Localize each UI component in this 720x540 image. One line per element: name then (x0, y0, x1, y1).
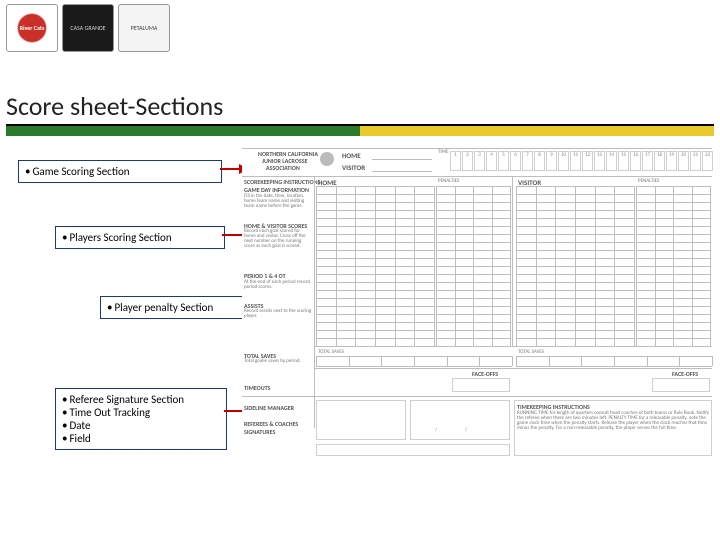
timekeep-body: RUNNING TIME for length of quarters cons… (517, 411, 711, 431)
visitor-grid: VISITOR (516, 176, 634, 346)
instr-body2: Record each goal scored for home and vis… (244, 229, 312, 249)
timeouts-title: TIMEOUTS (244, 384, 270, 392)
color-bar (6, 126, 714, 136)
period-box: 11 (570, 151, 581, 171)
visitor-penalties-label: PENALTIES (638, 178, 659, 184)
instr-title: SCOREKEEPING INSTRUCTIONS (244, 178, 320, 186)
logo-row: River Cats CASA GRANDE PETALUMA (6, 4, 170, 52)
home-penalties-label: PENALTIES (438, 178, 459, 184)
logo-casagrande: CASA GRANDE (62, 4, 114, 52)
sig-box-2: / / (410, 400, 510, 440)
section-line: •Referee Signature Section (62, 393, 220, 406)
logo-petaluma: PETALUMA (118, 4, 170, 52)
period-box: 22 (702, 151, 713, 171)
section-line: •Field (62, 432, 220, 445)
page-title: Score sheet-Sections (6, 90, 714, 124)
instr-body1: Fill in the date, time, location, home t… (244, 194, 312, 209)
visitor-faceoffs: FACE-OFFS (672, 370, 698, 378)
assoc-line3: ASSOCIATION (266, 164, 300, 172)
period-box: 4 (486, 151, 497, 171)
home-faceoffs: FACE-OFFS (472, 370, 498, 378)
section-box-referee-section: •Referee Signature Section•Time Out Trac… (55, 388, 227, 450)
period-box: 15 (618, 151, 629, 171)
home-faceoff-box (452, 378, 510, 392)
home-label: HOME (342, 151, 361, 160)
period-box: 17 (642, 151, 653, 171)
sig-box-1 (316, 400, 406, 440)
period-box: 12 (582, 151, 593, 171)
period-box: 18 (654, 151, 665, 171)
timekeeping-box: TIMEKEEPING INSTRUCTIONS RUNNING TIME fo… (514, 400, 712, 456)
instr-body4: Record assists next to the scoring playe… (244, 309, 312, 319)
period-box: 13 (594, 151, 605, 171)
title-area: Score sheet-Sections (6, 90, 714, 136)
home-grid: HOME (316, 176, 434, 346)
period-box: 5 (498, 151, 509, 171)
visitor-totals: TOTAL SAVES (516, 348, 712, 366)
period-box: 6 (510, 151, 521, 171)
period-box: 16 (630, 151, 641, 171)
visitor-label: VISITOR (342, 163, 365, 172)
sideline-title: SIDELINE MANAGER (244, 404, 294, 412)
instr-body5: Total goalie saves by period. (244, 359, 312, 364)
period-box: 1 (450, 151, 461, 171)
period-box: 19 (666, 151, 677, 171)
logo-rivercats: River Cats (6, 4, 58, 52)
visitor-penalties: PENALTIES (636, 176, 710, 346)
time-label: TIME (438, 149, 448, 155)
period-box: 20 (678, 151, 689, 171)
period-box: 8 (534, 151, 545, 171)
section-box-players-scoring: •Players Scoring Section (55, 226, 225, 249)
refs-title: REFEREES & COACHES SIGNATURES (244, 420, 298, 436)
section-box-game-scoring: •Game Scoring Section (18, 160, 222, 183)
assoc-logo-icon (320, 152, 334, 166)
section-line: •Date (62, 419, 220, 432)
period-box: 2 (462, 151, 473, 171)
period-box: 9 (546, 151, 557, 171)
period-box: 10 (558, 151, 569, 171)
home-penalties: PENALTIES (436, 176, 510, 346)
scoresheet-form: NORTHERN CALIFORNIA JUNIOR LACROSSE ASSO… (242, 148, 712, 468)
visitor-faceoff-box (652, 378, 710, 392)
period-box: 7 (522, 151, 533, 171)
sig-line-1 (316, 444, 510, 456)
period-box: 14 (606, 151, 617, 171)
home-totals: TOTAL SAVES (316, 348, 512, 366)
period-box: 3 (474, 151, 485, 171)
instr-body3: At the end of each period record period … (244, 280, 312, 290)
period-box: 21 (690, 151, 701, 171)
section-line: •Time Out Tracking (62, 406, 220, 419)
